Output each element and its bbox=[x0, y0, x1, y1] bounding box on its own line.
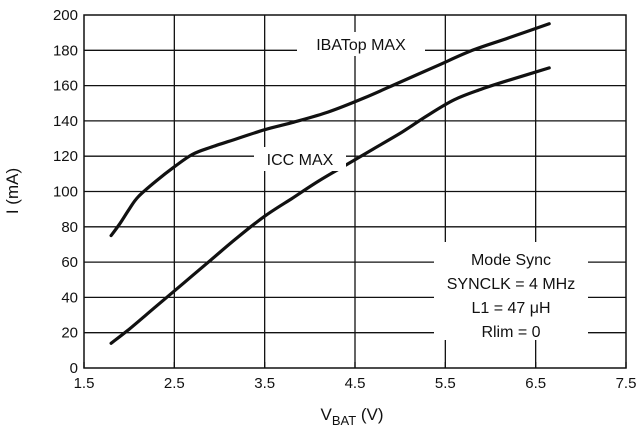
y-tick-label: 180 bbox=[53, 42, 78, 59]
series-label-ibatop-max: IBATop MAX bbox=[316, 37, 406, 54]
y-tick-label: 140 bbox=[53, 113, 78, 130]
annotation-background bbox=[434, 242, 588, 340]
y-tick-label: 20 bbox=[61, 325, 78, 342]
y-tick-label: 120 bbox=[53, 148, 78, 165]
y-tick-label: 200 bbox=[53, 7, 78, 24]
annotation-mode: Mode Sync bbox=[471, 252, 551, 269]
annotation-inductor: L1 = 47 μH bbox=[471, 300, 550, 317]
curves bbox=[109, 22, 551, 345]
y-tick-label: 160 bbox=[53, 78, 78, 95]
y-tick-label: 100 bbox=[53, 184, 78, 201]
x-tick-label: 7.5 bbox=[616, 375, 637, 392]
x-axis-title-subscript: BAT bbox=[332, 413, 356, 428]
series-label-ibatop-max-background bbox=[297, 32, 425, 56]
x-tick-label: 2.5 bbox=[164, 375, 185, 392]
x-axis-title-unit: (V) bbox=[356, 405, 383, 424]
series-label-icc-max: ICC MAX bbox=[267, 152, 334, 169]
x-axis-title-main: V bbox=[320, 405, 332, 424]
tick-labels: 1.5 2.5 3.5 4.5 5.5 6.5 7.5 0 20 40 60 80 100 120 140 1… bbox=[53, 7, 636, 392]
x-tick-label: 3.5 bbox=[254, 375, 275, 392]
y-tick-label: 80 bbox=[61, 219, 78, 236]
y-tick-label: 60 bbox=[61, 254, 78, 271]
series-label-icc-max-background bbox=[254, 147, 346, 171]
annotation-box: Mode Sync SYNCLK = 4 MHz L1 = 47 μH Rlim… bbox=[434, 242, 588, 341]
x-tick-label: 4.5 bbox=[345, 375, 366, 392]
x-tick-label: 6.5 bbox=[525, 375, 546, 392]
plot-frame bbox=[83, 14, 627, 369]
y-tick-label: 0 bbox=[70, 360, 78, 377]
annotation-synclk: SYNCLK = 4 MHz bbox=[447, 276, 575, 293]
y-axis-title: I (mA) bbox=[3, 168, 22, 214]
series-icc-max-line bbox=[109, 66, 551, 345]
series-ibatop-max-line bbox=[109, 22, 551, 238]
x-tick-label: 5.5 bbox=[435, 375, 456, 392]
y-tick-label: 40 bbox=[61, 289, 78, 306]
x-axis-title: VBAT (V) bbox=[320, 405, 383, 428]
x-tick-label: 1.5 bbox=[74, 375, 95, 392]
series-labels: IBATop MAX ICC MAX bbox=[254, 32, 425, 171]
annotation-rlim: Rlim = 0 bbox=[481, 324, 540, 341]
